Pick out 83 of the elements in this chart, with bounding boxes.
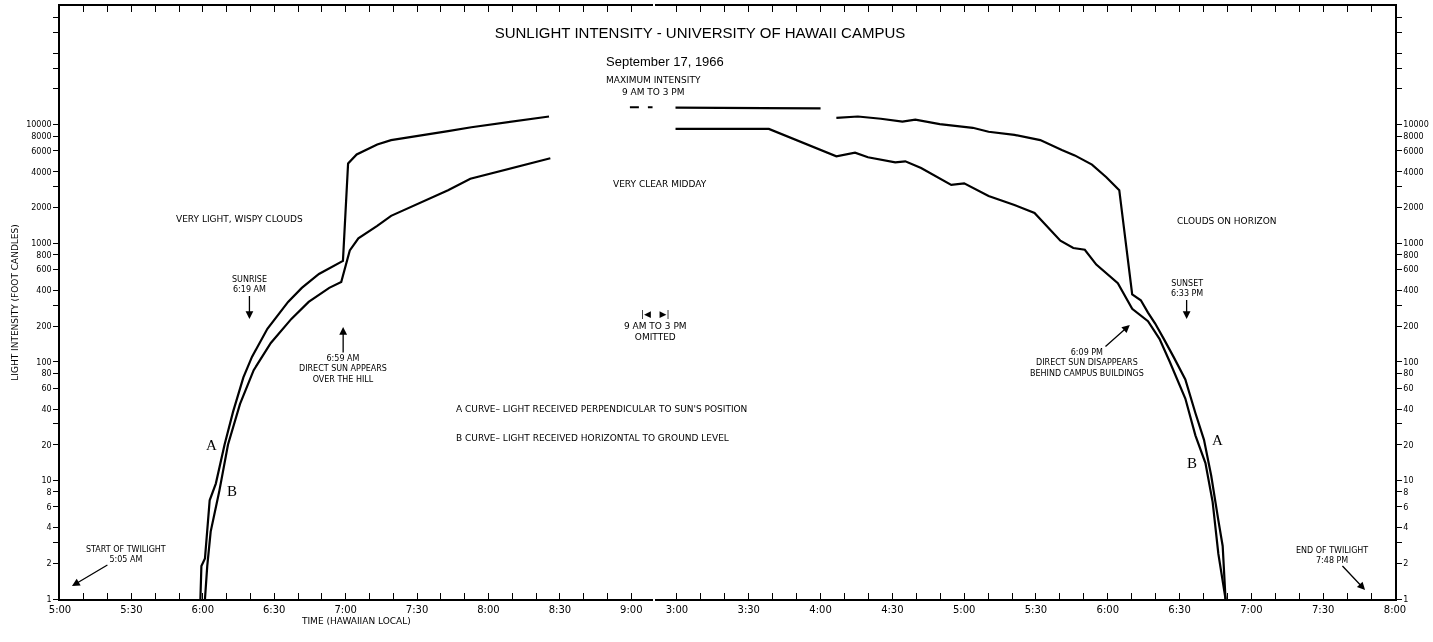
annotation: 6:59 AM DIRECT SUN APPEARS OVER THE HILL (299, 354, 387, 384)
y-tick-label: 2 (46, 559, 52, 569)
y-tick-label: 600 (36, 265, 52, 275)
y-tick-label: 10 (1403, 476, 1414, 486)
y-tick-label: 6 (1403, 502, 1409, 512)
x-tick-label: 5:00 (952, 603, 976, 615)
x-tick-label: 3:00 (665, 603, 689, 615)
y-tick-label: 20 (41, 440, 52, 450)
y-tick-label: 2000 (1403, 203, 1424, 213)
y-tick-label: 1 (46, 594, 52, 604)
y-tick-label: 100 (1403, 357, 1419, 367)
y-tick-label: 100 (36, 357, 52, 367)
y-axis-title: LIGHT INTENSITY (FOOT CANDLES) (10, 224, 21, 381)
y-tick-label: 600 (1403, 265, 1419, 275)
x-axis-title: TIME (HAWAIIAN LOCAL) (300, 616, 411, 627)
x-tick-label: 7:30 (405, 603, 429, 615)
annotation: SUNSET 6:33 PM (1171, 279, 1204, 299)
x-tick-label: 8:00 (477, 603, 500, 615)
y-tick-label: 2 (1403, 559, 1409, 569)
x-tick-label: 7:30 (1311, 603, 1335, 615)
annotation: A CURVE– LIGHT RECEIVED PERPENDICULAR TO SUN'S POSITION (456, 404, 748, 414)
y-tick-label: 1 (1403, 594, 1409, 604)
x-tick-label: 8:00 (1383, 603, 1407, 615)
annotation: MAXIMUM INTENSITY 9 AM TO 3 PM (606, 75, 701, 97)
text: September 17, 1966 (606, 54, 724, 69)
x-tick-label: 7:00 (334, 603, 357, 615)
y-tick-label: 4 (46, 523, 52, 533)
annotation: VERY LIGHT, WISPY CLOUDS (176, 214, 303, 224)
y-tick-label: 400 (36, 286, 52, 296)
y-tick-label: 10000 (1403, 120, 1429, 130)
y-tick-label: 80 (41, 369, 52, 379)
annotation: CLOUDS ON HORIZON (1177, 216, 1277, 226)
y-tick-label: 20 (1403, 440, 1414, 450)
annotation: |◀ ▶| 9 AM TO 3 PM OMITTED (624, 309, 687, 343)
y-tick-label: 40 (1403, 404, 1414, 414)
y-tick-label: 8000 (1403, 131, 1424, 141)
annotation: B CURVE– LIGHT RECEIVED HORIZONTAL TO GROUND LEVEL (456, 433, 729, 443)
x-tick-label: 7:00 (1240, 603, 1263, 615)
series-label: B (1187, 455, 1198, 471)
y-tick-label: 800 (1403, 250, 1419, 260)
y-tick-label: 1000 (31, 239, 52, 248)
x-tick-label: 4:30 (881, 603, 904, 615)
text: SUNLIGHT INTENSITY - UNIVERSITY OF HAWAII CAMPUS (494, 24, 906, 42)
y-tick-label: 8 (46, 487, 52, 497)
series-label: A (1212, 432, 1223, 448)
y-tick-label: 40 (41, 404, 52, 414)
y-tick-label: 6 (46, 502, 52, 512)
y-tick-label: 200 (36, 321, 52, 331)
y-tick-label: 1000 (1403, 239, 1424, 248)
y-tick-label: 10 (41, 476, 52, 486)
y-tick-label: 6000 (31, 146, 52, 156)
x-tick-label: 3:30 (737, 603, 760, 615)
x-tick-label: 5:30 (1024, 603, 1048, 615)
annotation: VERY CLEAR MIDDAY (613, 179, 707, 189)
y-tick-label: 200 (1403, 321, 1419, 331)
annotation: START OF TWILIGHT 5:05 AM (86, 545, 166, 565)
annotation: 6:09 PM DIRECT SUN DISAPPEARS BEHIND CAMPUS BUILDINGS (1030, 348, 1144, 378)
y-tick-label: 400 (1403, 286, 1419, 296)
x-tick-label: 9:00 (620, 603, 643, 615)
x-tick-label: 5:00 (48, 603, 72, 615)
x-tick-label: 6:30 (263, 603, 286, 615)
series-label: B (227, 483, 238, 499)
y-tick-label: 8 (1403, 487, 1409, 497)
y-tick-label: 2000 (31, 203, 52, 213)
y-tick-label: 4000 (31, 167, 52, 177)
annotation: SUNRISE 6:19 AM (232, 275, 267, 295)
x-tick-label: 5:30 (120, 603, 143, 615)
y-tick-label: 6000 (1403, 146, 1424, 156)
y-tick-label: 4 (1403, 523, 1409, 533)
y-tick-label: 4000 (1403, 167, 1424, 177)
series-label: A (206, 437, 217, 453)
x-tick-label: 4:00 (809, 603, 832, 615)
x-tick-label: 6:30 (1168, 603, 1191, 615)
y-tick-label: 8000 (31, 131, 52, 141)
y-tick-label: 800 (36, 250, 52, 260)
y-tick-label: 10000 (26, 120, 52, 130)
annotation: END OF TWILIGHT 7:48 PM (1296, 546, 1369, 566)
x-tick-label: 6:00 (191, 603, 215, 615)
x-tick-label: 6:00 (1096, 603, 1120, 615)
y-tick-label: 60 (1403, 383, 1414, 393)
y-tick-label: 60 (41, 383, 52, 393)
x-tick-label: 8:30 (548, 603, 572, 615)
y-tick-label: 80 (1403, 369, 1414, 379)
